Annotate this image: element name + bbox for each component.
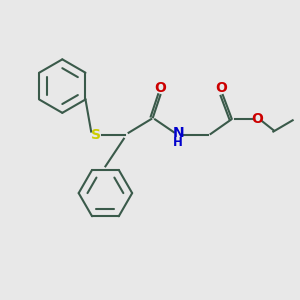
Text: N: N	[172, 126, 184, 140]
Text: S: S	[92, 128, 101, 142]
Text: O: O	[215, 82, 227, 95]
Text: O: O	[251, 112, 263, 126]
Text: O: O	[154, 82, 166, 95]
Text: H: H	[173, 136, 183, 149]
